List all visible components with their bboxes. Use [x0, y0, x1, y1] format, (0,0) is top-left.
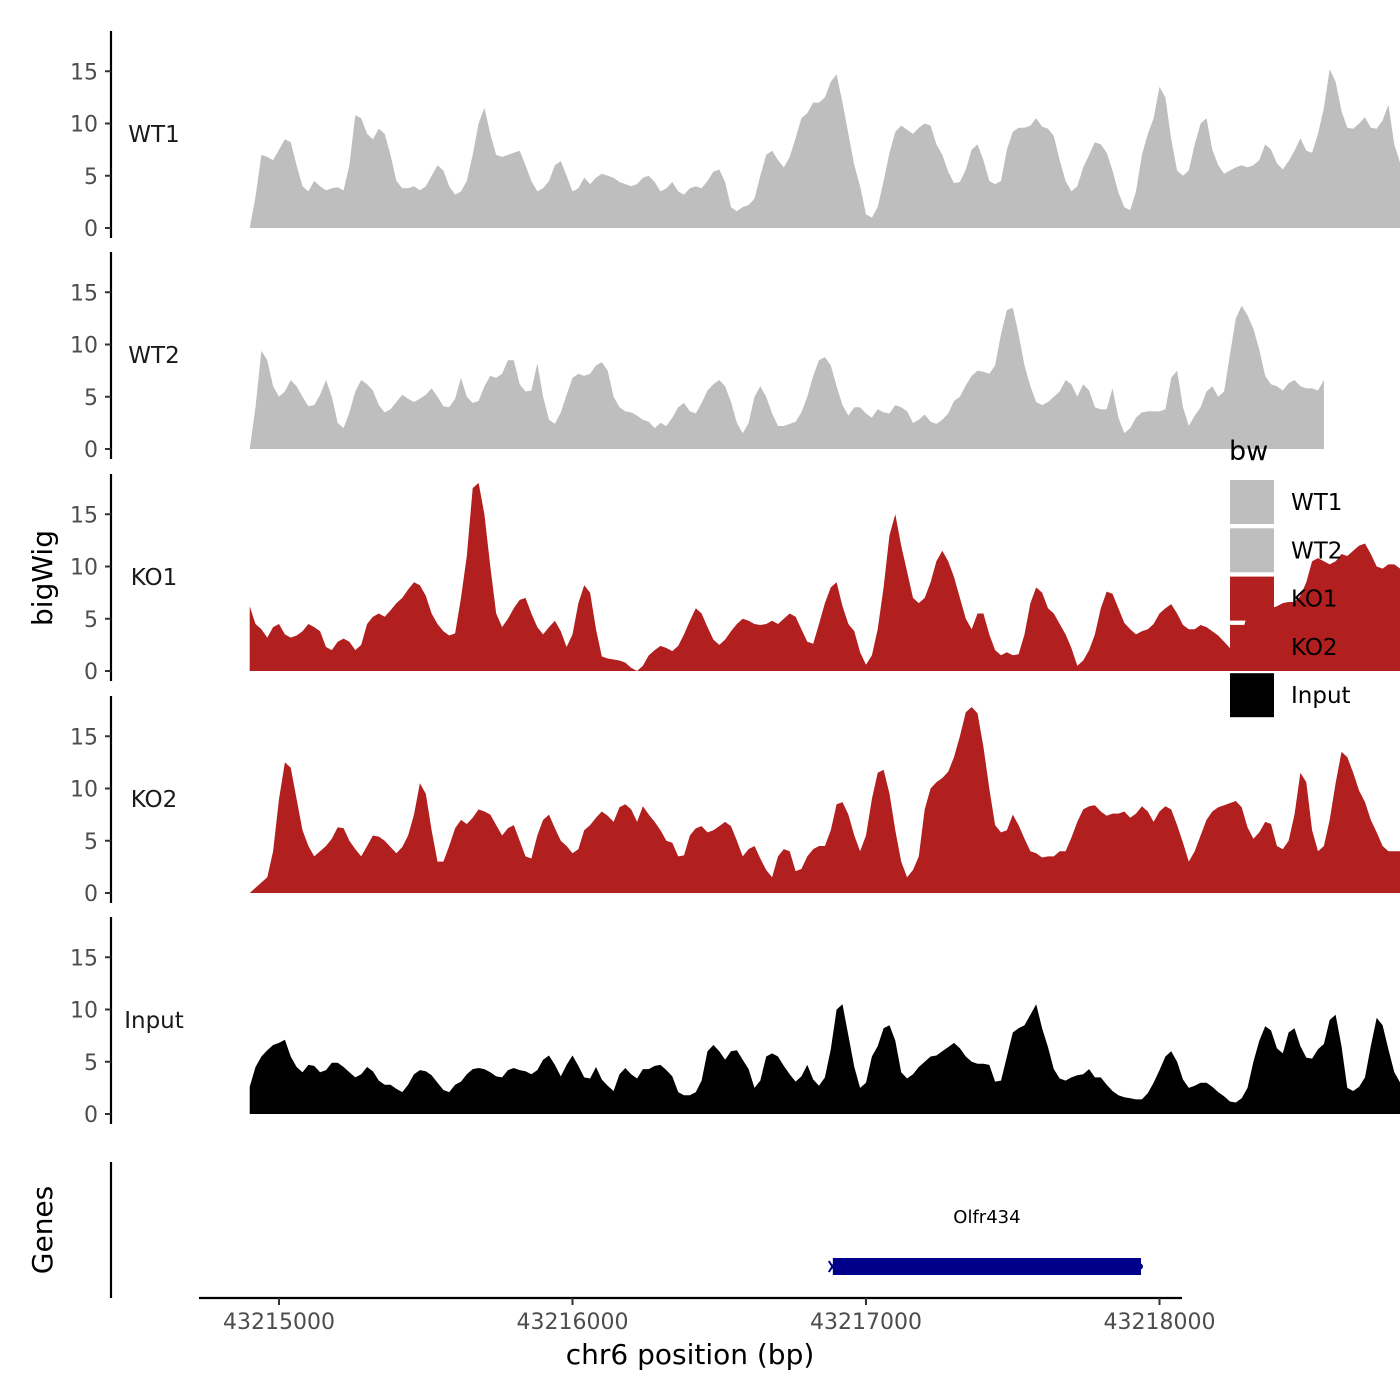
track-input: 0 5 10 15 Input: [70, 917, 1400, 1128]
y-axis-title: bigWig: [26, 530, 59, 626]
gene-track: Genes Olfr434: [26, 1162, 1144, 1298]
legend-item-input: Input: [1230, 673, 1351, 718]
track-ko1: 0 5 10 15 KO1: [70, 474, 1400, 685]
legend-label: WT2: [1291, 538, 1342, 564]
legend-label: KO1: [1291, 587, 1338, 613]
gene-olfr434: Olfr434: [827, 1207, 1144, 1275]
y-tick-label: 5: [84, 608, 98, 633]
y-tick-label: 0: [84, 882, 98, 907]
coverage-area-wt1: [249, 69, 1400, 228]
track-ko2: 0 5 10 15 KO2: [70, 696, 1400, 907]
legend-label: KO2: [1291, 635, 1338, 661]
x-tick-label: 43217000: [810, 1310, 922, 1335]
legend: bw WT1 WT2 KO1 KO2 Input: [1229, 436, 1351, 718]
track-label-ko1: KO1: [131, 565, 178, 591]
legend-label: Input: [1291, 683, 1351, 709]
gene-start-marker: [827, 1260, 837, 1273]
y-tick-label: 10: [70, 113, 98, 138]
genes-axis-title: Genes: [26, 1186, 59, 1274]
legend-swatch: [1230, 624, 1274, 669]
y-tick-label: 0: [84, 1103, 98, 1128]
x-tick-label: 43216000: [517, 1310, 629, 1335]
coverage-tracks: 0 5 10 15 WT1 0 5 10 15 WT2 0 5 10 15 KO1 0 5 10 15 KO2 0 5 10…: [70, 31, 1400, 1128]
y-tick-label: 0: [84, 660, 98, 685]
track-label-input: Input: [124, 1008, 184, 1034]
gene-body: [832, 1258, 1142, 1275]
x-axis: 43215000 43216000 43217000 43218000 chr6 po…: [199, 1296, 1216, 1371]
coverage-area-ko1: [249, 482, 1400, 671]
x-tick-label: 43215000: [223, 1310, 335, 1335]
track-wt2: 0 5 10 15 WT2: [70, 252, 1324, 463]
legend-swatch: [1230, 528, 1274, 573]
x-axis-title: chr6 position (bp): [566, 1338, 815, 1371]
y-tick-label: 5: [84, 386, 98, 411]
y-tick-label: 10: [70, 778, 98, 803]
y-tick-label: 15: [70, 503, 98, 528]
y-tick-label: 15: [70, 725, 98, 750]
coverage-area-wt2: [249, 305, 1324, 449]
legend-swatch: [1230, 576, 1274, 621]
y-tick-label: 10: [70, 556, 98, 581]
legend-item-wt1: WT1: [1230, 480, 1342, 524]
track-wt1: 0 5 10 15 WT1: [70, 31, 1400, 242]
coverage-area-input: [249, 1004, 1400, 1114]
y-tick-label: 15: [70, 946, 98, 971]
track-label-ko2: KO2: [131, 787, 178, 813]
legend-swatch: [1230, 480, 1274, 524]
y-tick-label: 5: [84, 830, 98, 855]
y-tick-label: 5: [84, 165, 98, 190]
x-tick-label: 43218000: [1104, 1310, 1216, 1335]
gene-end-marker: [1137, 1263, 1144, 1270]
y-tick-label: 5: [84, 1051, 98, 1076]
y-tick-label: 15: [70, 60, 98, 85]
legend-label: WT1: [1291, 490, 1342, 516]
coverage-area-ko2: [249, 707, 1400, 893]
legend-item-ko1: KO1: [1230, 576, 1338, 621]
legend-swatch: [1230, 673, 1274, 718]
y-tick-label: 15: [70, 281, 98, 306]
gene-label: Olfr434: [953, 1207, 1020, 1228]
track-label-wt2: WT2: [128, 343, 179, 369]
y-tick-label: 0: [84, 438, 98, 463]
legend-title: bw: [1229, 436, 1268, 467]
legend-item-wt2: WT2: [1230, 528, 1342, 573]
y-tick-label: 10: [70, 999, 98, 1024]
y-tick-label: 0: [84, 217, 98, 242]
y-tick-label: 10: [70, 334, 98, 359]
legend-item-ko2: KO2: [1230, 624, 1338, 669]
track-label-wt1: WT1: [128, 122, 179, 148]
